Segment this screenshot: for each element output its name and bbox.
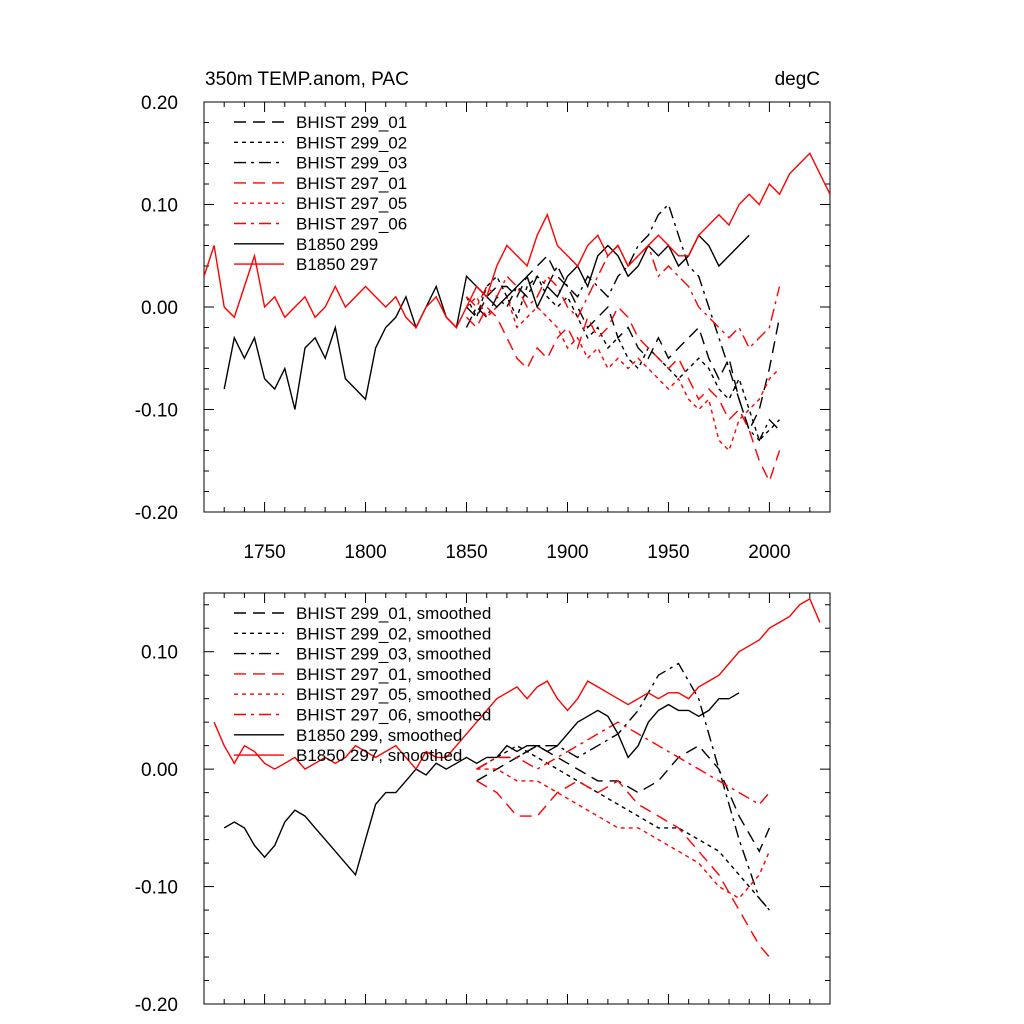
legend-label: BHIST 297_01	[296, 174, 407, 193]
legend-label: BHIST 299_03	[296, 154, 407, 173]
legend-label: B1850 297	[296, 255, 378, 274]
series-line	[213, 597, 821, 771]
legend-label: B1850 299	[296, 235, 378, 254]
y-tick-label: 0.10	[141, 196, 178, 217]
x-tick-label: 2000	[748, 542, 790, 563]
y-tick-label: -0.20	[135, 995, 178, 1016]
legend-label: BHIST 297_05	[296, 194, 407, 213]
y-tick-label: -0.20	[135, 503, 178, 524]
legend-label: BHIST 297_01, smoothed	[296, 665, 491, 684]
bottom-panel: -0.20 -0.10 0.00 0.10 BHIST 299_01, smoothed…	[135, 592, 831, 1016]
legend-label: BHIST 299_03, smoothed	[296, 645, 491, 664]
series-line	[476, 721, 770, 806]
legend-label: BHIST 299_01	[296, 113, 407, 132]
series-line	[466, 305, 781, 484]
legend-label: BHIST 297_05, smoothed	[296, 685, 491, 704]
series-line	[465, 203, 780, 442]
legend-label: BHIST 299_02, smoothed	[296, 624, 491, 643]
series-line	[476, 780, 770, 958]
legend-label: BHIST 297_06	[296, 215, 407, 234]
legend-label: BHIST 297_06, smoothed	[296, 706, 491, 725]
x-tick-label: 1950	[647, 542, 689, 563]
y-tick-label: 0.00	[141, 298, 178, 319]
plot-frame	[203, 592, 831, 1005]
x-tick-label: 1750	[243, 542, 285, 563]
series-line	[223, 692, 740, 877]
bottom-plot-area: -0.20 -0.10 0.00 0.10 BHIST 299_01, smoothed…	[135, 592, 831, 1016]
legend-label: B1850 299, smoothed	[296, 726, 462, 745]
panel-units: degC	[775, 69, 820, 90]
y-tick-label: 0.20	[141, 93, 178, 114]
y-tick-label: 0.10	[141, 643, 178, 664]
series-line	[466, 295, 780, 452]
y-tick-label: 0.00	[141, 760, 178, 781]
series-line	[466, 244, 781, 350]
legend-label: BHIST 299_02	[296, 133, 407, 152]
series-line	[204, 152, 830, 329]
series-group	[213, 597, 821, 958]
x-tick-label: 1900	[546, 542, 588, 563]
x-tick-label: 1850	[445, 542, 487, 563]
series-line	[476, 768, 771, 900]
legend-label: BHIST 299_01, smoothed	[296, 604, 491, 623]
panel-title: 350m TEMP.anom, PAC	[205, 69, 409, 90]
series-line	[466, 254, 781, 432]
y-tick-label: -0.10	[135, 878, 178, 899]
top-plot-area: -0.20 -0.10 0.00 0.10 0.20 1750 1800 1850 1900 19…	[135, 93, 831, 563]
series-line	[476, 662, 770, 911]
top-panel: 350m TEMP.anom, PAC degC -0.20 -0.10 0.00 0…	[135, 69, 831, 563]
legend-label: B1850 297, smoothed	[296, 746, 462, 765]
x-tick-label: 1800	[344, 542, 386, 563]
series-group	[204, 152, 830, 484]
y-tick-label: -0.10	[135, 401, 178, 422]
series-line	[476, 744, 771, 853]
series-line	[465, 275, 780, 442]
